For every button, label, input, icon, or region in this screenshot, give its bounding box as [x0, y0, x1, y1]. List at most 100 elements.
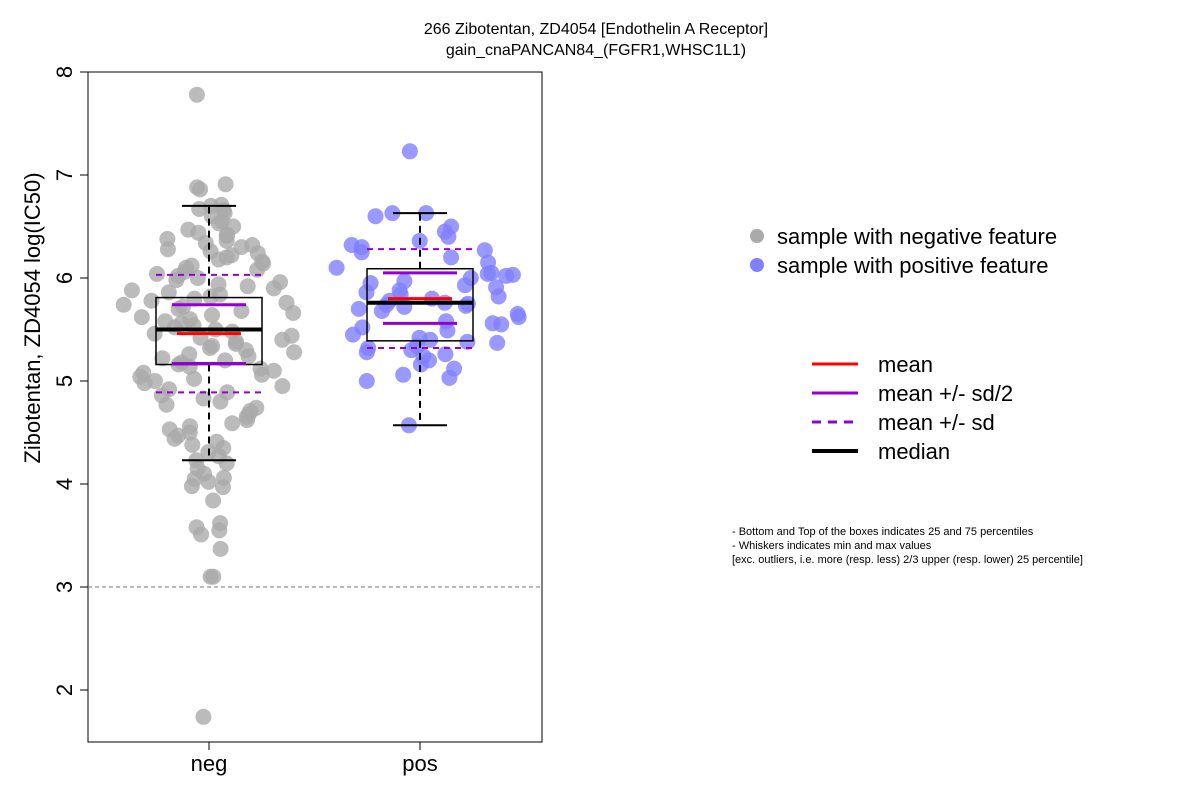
y-tick-label: 3: [52, 581, 77, 593]
data-point: [133, 309, 150, 326]
data-point: [193, 526, 210, 543]
footnote-text: [exc. outliers, i.e. more (resp. less) 2…: [732, 554, 1083, 566]
footnote-text: - Whiskers indicates min and max values: [732, 540, 932, 552]
legend-line-label: median: [878, 439, 950, 464]
data-point: [195, 708, 212, 725]
data-point: [422, 331, 439, 348]
data-point: [239, 412, 255, 429]
y-tick-label: 5: [52, 375, 77, 387]
data-point: [215, 479, 231, 496]
data-point: [154, 350, 171, 367]
data-point: [217, 176, 234, 193]
data-point: [168, 272, 185, 289]
data-point: [184, 436, 201, 453]
data-point: [476, 242, 493, 259]
data-point: [239, 278, 256, 295]
data-point: [210, 251, 227, 268]
data-point: [149, 265, 165, 282]
data-point: [212, 540, 229, 557]
x-tick-label: neg: [191, 751, 228, 776]
y-tick-label: 6: [52, 272, 77, 284]
data-point: [249, 261, 266, 278]
data-point: [345, 326, 361, 343]
data-point: [218, 455, 235, 472]
data-point: [205, 568, 222, 585]
data-point: [224, 415, 241, 432]
legend-line-label: mean: [878, 352, 933, 377]
data-point: [160, 284, 177, 301]
data-point: [186, 370, 203, 387]
data-point: [159, 241, 176, 258]
data-point: [498, 267, 515, 284]
data-point: [457, 297, 474, 314]
data-point: [384, 205, 401, 222]
y-tick-label: 2: [52, 684, 77, 696]
x-tick-label: pos: [402, 751, 437, 776]
data-point: [202, 340, 218, 356]
data-point: [210, 215, 227, 232]
data-point: [412, 356, 429, 373]
data-point: [202, 288, 219, 305]
data-point: [353, 244, 370, 261]
legend-point-label: sample with positive feature: [777, 253, 1048, 278]
data-point: [350, 300, 367, 317]
data-point: [200, 473, 217, 490]
data-point: [189, 179, 206, 196]
data-point: [373, 303, 390, 319]
data-point: [403, 342, 420, 359]
data-point: [490, 288, 507, 305]
legend-point-label: sample with negative feature: [777, 224, 1057, 249]
data-point: [358, 373, 375, 389]
data-point: [205, 492, 222, 509]
legend-line-label: mean +/- sd/2: [878, 381, 1013, 406]
data-point: [479, 265, 496, 282]
legend-point-marker: [750, 258, 764, 272]
data-point: [440, 228, 457, 245]
data-point: [204, 307, 220, 324]
footnote-text: - Bottom and Top of the boxes indicates …: [732, 526, 1034, 538]
data-point: [143, 292, 160, 309]
data-point: [286, 344, 303, 361]
data-point: [115, 296, 132, 313]
data-point: [189, 270, 206, 286]
data-point: [437, 346, 454, 363]
data-point: [195, 390, 212, 407]
data-point: [443, 249, 460, 266]
data-point: [328, 259, 345, 276]
y-axis-label: Zibotentan, ZD4054 log(IC50): [20, 172, 45, 463]
data-point: [285, 305, 302, 321]
data-point: [233, 303, 250, 319]
y-tick-label: 7: [52, 169, 77, 181]
data-point: [211, 522, 228, 539]
data-point: [459, 333, 476, 350]
data-point: [240, 348, 257, 365]
data-point: [510, 309, 527, 326]
data-point: [166, 430, 183, 447]
data-point: [188, 86, 205, 103]
plot-frame: [87, 71, 543, 743]
box-iqr: [366, 267, 474, 342]
data-point: [441, 369, 458, 386]
data-point: [158, 396, 175, 413]
chart-subtitle: gain_cnaPANCAN84_(FGFR1,WHSC1L1): [446, 42, 746, 59]
data-point: [457, 277, 473, 294]
data-point: [358, 344, 375, 361]
legend-point-marker: [750, 229, 764, 243]
data-point: [218, 232, 235, 249]
legend-line-label: mean +/- sd: [878, 410, 995, 435]
data-point: [253, 366, 270, 383]
data-point: [265, 280, 282, 297]
data-point: [489, 334, 506, 351]
data-point: [274, 331, 291, 348]
data-point: [395, 366, 412, 383]
y-tick-label: 4: [52, 478, 77, 490]
data-point: [183, 478, 200, 495]
y-tick-label: 8: [52, 66, 77, 78]
data-point: [123, 282, 140, 299]
chart-title: 266 Zibotentan, ZD4054 [Endothelin A Rec…: [424, 21, 768, 38]
data-point: [401, 143, 418, 160]
data-point: [367, 208, 384, 225]
data-point: [136, 375, 153, 392]
data-point: [493, 316, 510, 333]
